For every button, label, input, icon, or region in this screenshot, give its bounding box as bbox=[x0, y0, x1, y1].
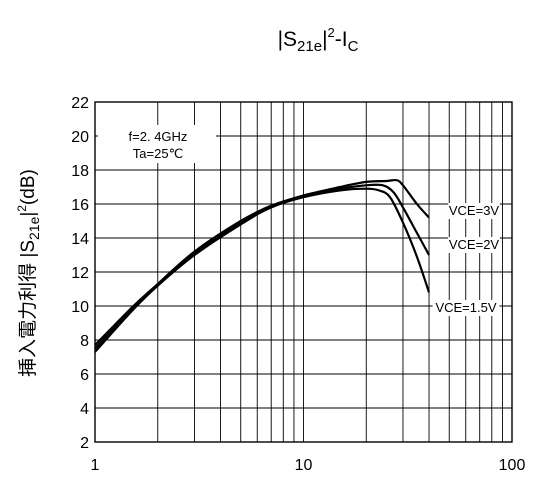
y-tick-label: 12 bbox=[71, 265, 89, 282]
y-tick-label: 16 bbox=[71, 197, 89, 214]
series-label: VCE=2V bbox=[449, 237, 500, 252]
x-tick-label: 100 bbox=[499, 457, 526, 474]
series-label-bg bbox=[448, 203, 500, 219]
series-label-bg bbox=[432, 300, 500, 316]
y-tick-label: 10 bbox=[71, 299, 89, 316]
chart-title: |S21e|2-IC bbox=[278, 25, 359, 55]
y-tick-label: 8 bbox=[80, 333, 89, 350]
series-lines bbox=[94, 178, 431, 353]
annotation-line-1: f=2. 4GHz bbox=[129, 129, 188, 144]
series-label: VCE=1.5V bbox=[435, 300, 496, 315]
x-tick-label: 10 bbox=[295, 457, 313, 474]
y-tick-label: 6 bbox=[80, 367, 89, 384]
series-labels: VCE=3V VCE=2V VCE=1.5V bbox=[432, 203, 500, 316]
series-label-bg bbox=[448, 237, 500, 253]
annotation-box bbox=[98, 125, 216, 163]
series-line bbox=[94, 178, 430, 346]
series-label: VCE=3V bbox=[449, 203, 500, 218]
series-line bbox=[94, 187, 431, 353]
y-tick-label: 14 bbox=[71, 231, 89, 248]
plot-frame bbox=[94, 101, 513, 443]
x-tick-label: 1 bbox=[91, 457, 100, 474]
y-axis-label: 挿入電力利得 |S21e|2(dB) bbox=[15, 169, 42, 377]
y-tick-label: 18 bbox=[71, 163, 89, 180]
y-tick-label: 4 bbox=[80, 401, 89, 418]
y-tick-label: 2 bbox=[80, 435, 89, 452]
y-tick-label: 20 bbox=[71, 129, 89, 146]
tick-labels: 2 4 6 8 10 12 14 16 18 20 22 1 10 100 bbox=[71, 95, 525, 474]
y-tick-label: 22 bbox=[71, 95, 89, 112]
annotation-line-2: Ta=25℃ bbox=[133, 146, 183, 161]
